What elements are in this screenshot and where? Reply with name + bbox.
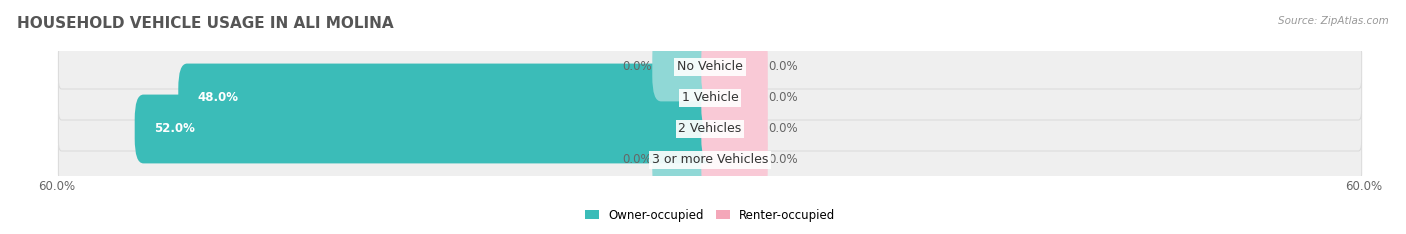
Text: 0.0%: 0.0% <box>623 154 652 167</box>
FancyBboxPatch shape <box>179 64 718 132</box>
Text: 1 Vehicle: 1 Vehicle <box>682 91 738 105</box>
FancyBboxPatch shape <box>702 95 768 163</box>
Text: 48.0%: 48.0% <box>198 91 239 105</box>
FancyBboxPatch shape <box>59 107 1361 151</box>
Legend: Owner-occupied, Renter-occupied: Owner-occupied, Renter-occupied <box>585 209 835 222</box>
Text: HOUSEHOLD VEHICLE USAGE IN ALI MOLINA: HOUSEHOLD VEHICLE USAGE IN ALI MOLINA <box>17 16 394 31</box>
Text: Source: ZipAtlas.com: Source: ZipAtlas.com <box>1278 16 1389 26</box>
Text: 52.0%: 52.0% <box>155 122 195 135</box>
FancyBboxPatch shape <box>652 33 718 101</box>
FancyBboxPatch shape <box>702 64 768 132</box>
Text: 0.0%: 0.0% <box>768 154 797 167</box>
Text: 0.0%: 0.0% <box>623 60 652 73</box>
Text: 0.0%: 0.0% <box>768 91 797 105</box>
Text: 2 Vehicles: 2 Vehicles <box>679 122 741 135</box>
FancyBboxPatch shape <box>59 138 1361 182</box>
Text: 3 or more Vehicles: 3 or more Vehicles <box>652 154 768 167</box>
FancyBboxPatch shape <box>702 33 768 101</box>
FancyBboxPatch shape <box>59 45 1361 89</box>
FancyBboxPatch shape <box>59 76 1361 120</box>
FancyBboxPatch shape <box>652 126 718 194</box>
Text: 0.0%: 0.0% <box>768 60 797 73</box>
Text: 0.0%: 0.0% <box>768 122 797 135</box>
FancyBboxPatch shape <box>702 126 768 194</box>
FancyBboxPatch shape <box>135 95 718 163</box>
Text: No Vehicle: No Vehicle <box>678 60 742 73</box>
